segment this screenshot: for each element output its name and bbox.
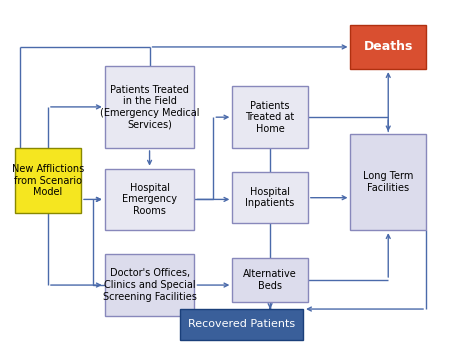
FancyBboxPatch shape: [232, 86, 308, 148]
Text: Doctor's Offices,
Clinics and Special
Screening Facilities: Doctor's Offices, Clinics and Special Sc…: [103, 268, 197, 302]
Text: Recovered Patients: Recovered Patients: [188, 320, 295, 330]
FancyBboxPatch shape: [105, 254, 194, 316]
FancyBboxPatch shape: [232, 172, 308, 223]
FancyBboxPatch shape: [180, 309, 303, 340]
FancyBboxPatch shape: [15, 148, 81, 213]
FancyBboxPatch shape: [350, 25, 426, 69]
Text: Patients
Treated at
Home: Patients Treated at Home: [246, 100, 295, 134]
Text: Alternative
Beds: Alternative Beds: [243, 269, 297, 291]
Text: Hospital
Inpatients: Hospital Inpatients: [246, 187, 295, 208]
FancyBboxPatch shape: [105, 169, 194, 230]
Text: Patients Treated
in the Field
(Emergency Medical
Services): Patients Treated in the Field (Emergency…: [100, 85, 199, 129]
Text: New Afflictions
from Scenario
Model: New Afflictions from Scenario Model: [12, 164, 84, 197]
FancyBboxPatch shape: [105, 66, 194, 148]
Text: Long Term
Facilities: Long Term Facilities: [363, 171, 413, 193]
Text: Deaths: Deaths: [364, 41, 413, 53]
FancyBboxPatch shape: [350, 134, 426, 230]
FancyBboxPatch shape: [232, 258, 308, 302]
Text: Hospital
Emergency
Rooms: Hospital Emergency Rooms: [122, 183, 177, 216]
